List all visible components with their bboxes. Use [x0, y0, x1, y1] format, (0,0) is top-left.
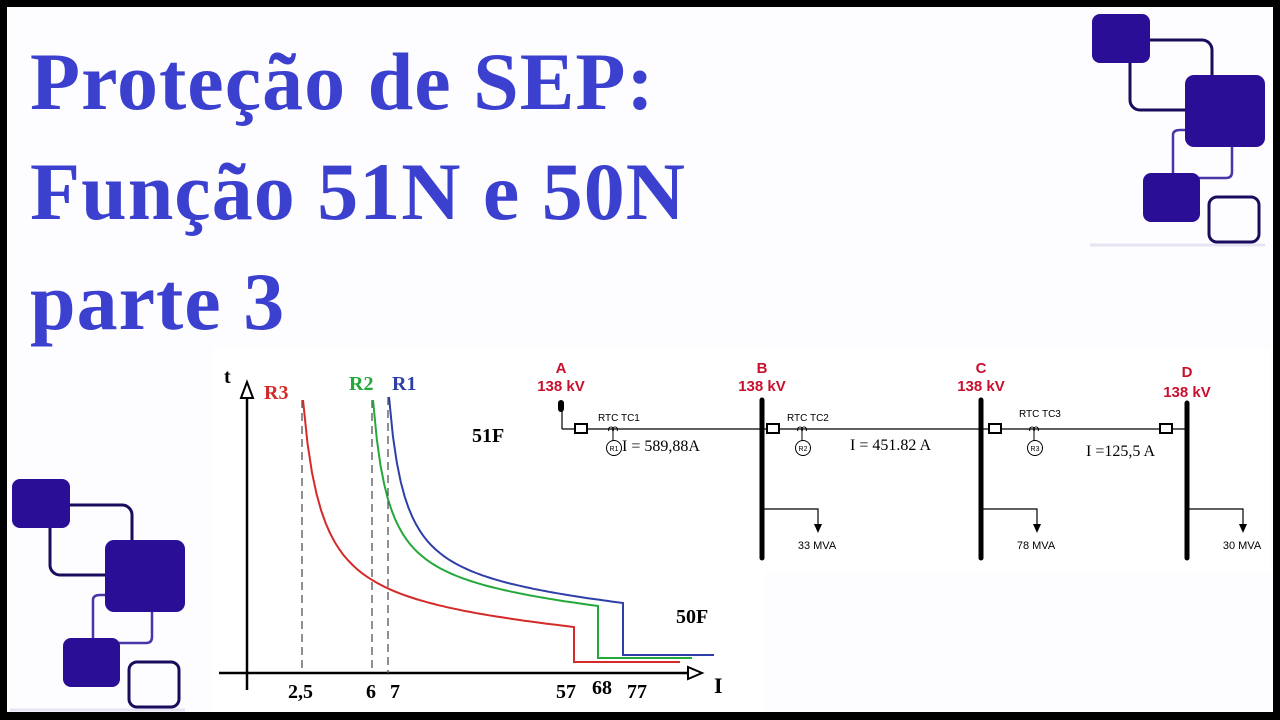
filled-square	[1143, 173, 1200, 222]
line-current: I = 451.82 A	[850, 437, 931, 454]
annotation-50f: 50F	[676, 606, 708, 628]
curve-r2	[372, 399, 692, 659]
curve-r1	[388, 396, 714, 656]
line-current: I = 589,88A	[622, 438, 700, 455]
x-axis-arrow	[687, 665, 705, 681]
bus-voltage: 138 kV	[537, 378, 585, 395]
bus-name-a: A	[556, 360, 567, 377]
circuit-breaker	[766, 423, 780, 434]
bus-name-b: B	[757, 360, 768, 377]
bus-voltage: 138 kV	[738, 378, 786, 395]
relay-label: R3	[1031, 446, 1040, 453]
y-axis-arrow	[239, 379, 255, 399]
title-line-2: Função 51N e 50N	[30, 146, 687, 237]
annotation-51f: 51F	[472, 425, 504, 447]
series-label-r1: R1	[392, 373, 416, 395]
x-tick-label: 68	[592, 677, 612, 699]
relay-r2	[795, 440, 811, 456]
load-feeder	[981, 508, 1038, 527]
relay-label: R2	[799, 446, 808, 453]
ct-label: RTC TC3	[1019, 409, 1061, 420]
load-arrow-icon	[1239, 524, 1247, 533]
bus-name-c: C	[976, 360, 987, 377]
bus-voltage: 138 kV	[1163, 384, 1211, 401]
relay-label: R1	[610, 446, 619, 453]
bus-name-d: D	[1182, 364, 1193, 381]
circuit-breaker	[1159, 423, 1173, 434]
decoration-squares-top-right	[1090, 14, 1265, 247]
y-axis-label: t	[224, 366, 231, 388]
load-arrow-icon	[814, 524, 822, 533]
x-axis-label: I	[714, 673, 723, 698]
load-arrow-icon	[1033, 524, 1041, 533]
load-label: 30 MVA	[1223, 540, 1262, 552]
title-line-1: Proteção de SEP:	[30, 36, 655, 127]
x-tick-label: 7	[390, 681, 400, 703]
outline-square	[1207, 195, 1261, 244]
ct-label: RTC TC2	[787, 413, 829, 424]
filled-square	[1092, 14, 1150, 63]
outline-square	[127, 660, 181, 709]
x-tick-label: 57	[556, 681, 576, 703]
circuit-breaker	[988, 423, 1002, 434]
ct-label: RTC TC1	[598, 413, 640, 424]
filled-square	[105, 540, 185, 612]
x-tick-label: 2,5	[288, 681, 313, 703]
x-tick-label: 77	[627, 681, 647, 703]
decoration-squares-bottom-left	[10, 479, 185, 712]
page-title: Proteção de SEP: Função 51N e 50N parte …	[30, 27, 686, 357]
circuit-breaker	[574, 423, 588, 434]
relay-r1	[606, 440, 622, 456]
load-label: 78 MVA	[1017, 540, 1056, 552]
filled-square	[12, 479, 70, 528]
diagram-panel	[540, 350, 1270, 572]
connector-line	[1171, 128, 1234, 180]
title-line-3: parte 3	[30, 256, 286, 347]
curve-r3	[302, 399, 680, 663]
bus-voltage: 138 kV	[957, 378, 1005, 395]
load-feeder	[1187, 508, 1244, 527]
load-label: 33 MVA	[798, 540, 837, 552]
source-node	[558, 400, 564, 412]
load-feeder	[762, 508, 819, 527]
line-current: I =125,5 A	[1086, 443, 1155, 460]
filled-square	[63, 638, 120, 687]
x-tick-label: 6	[366, 681, 376, 703]
filled-square	[1185, 75, 1265, 147]
relay-r3	[1027, 440, 1043, 456]
connector-line	[91, 593, 154, 645]
series-label-r3: R3	[264, 382, 288, 404]
series-label-r2: R2	[349, 373, 373, 395]
